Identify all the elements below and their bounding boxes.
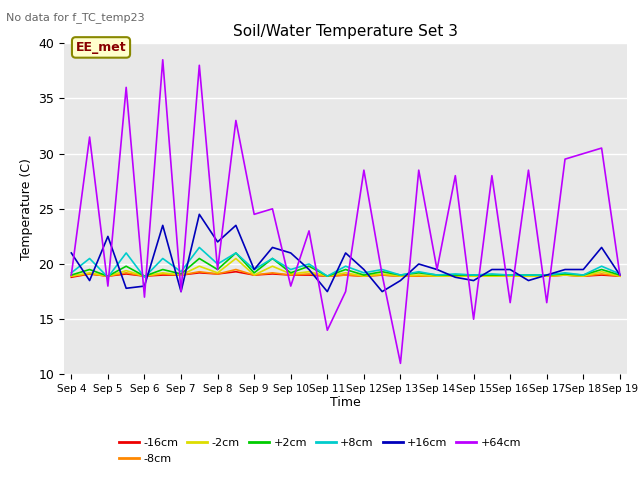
Title: Soil/Water Temperature Set 3: Soil/Water Temperature Set 3 bbox=[233, 24, 458, 39]
X-axis label: Time: Time bbox=[330, 396, 361, 408]
Text: EE_met: EE_met bbox=[76, 41, 126, 54]
Y-axis label: Temperature (C): Temperature (C) bbox=[20, 158, 33, 260]
Text: No data for f_TC_temp23: No data for f_TC_temp23 bbox=[6, 12, 145, 23]
Legend: -16cm, -8cm, -2cm, +2cm, +8cm, +16cm, +64cm: -16cm, -8cm, -2cm, +2cm, +8cm, +16cm, +6… bbox=[115, 434, 525, 468]
